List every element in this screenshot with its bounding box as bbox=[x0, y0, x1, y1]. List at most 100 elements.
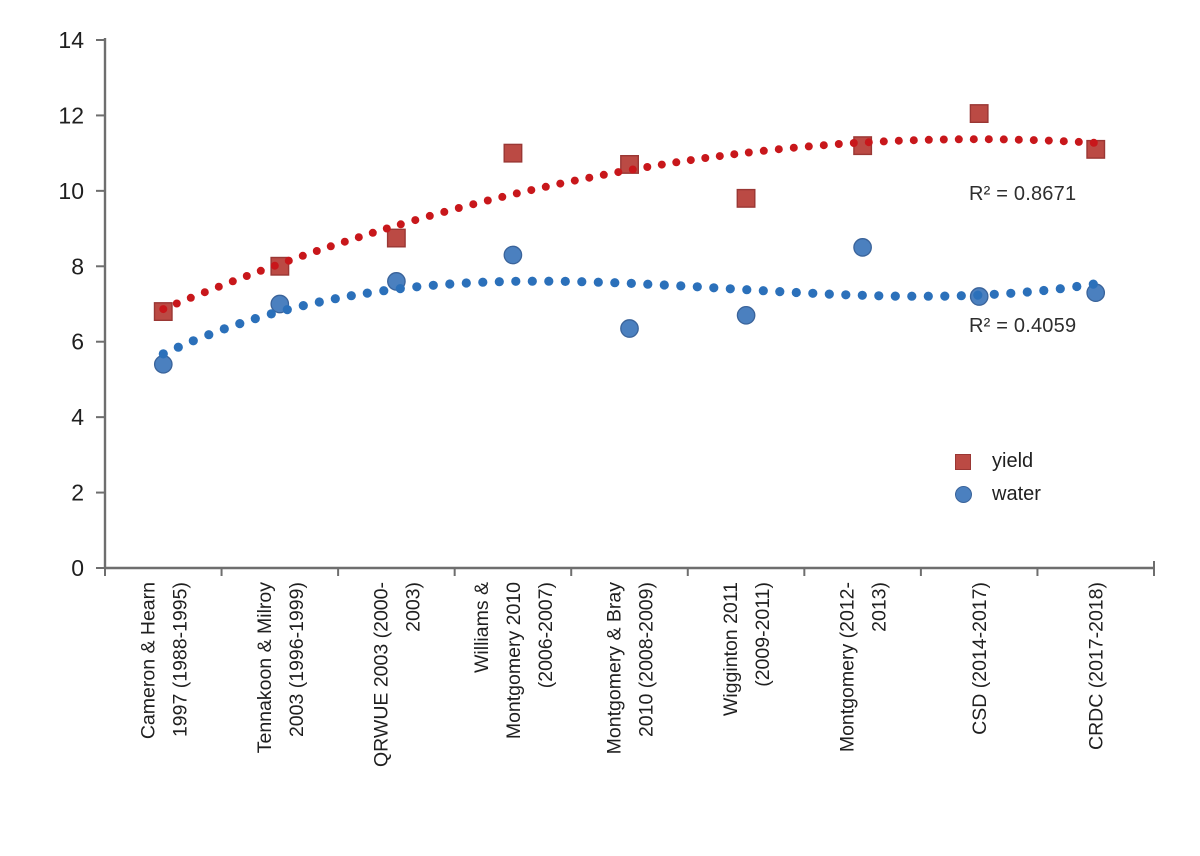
water-trend-dot bbox=[1006, 288, 1016, 298]
water-trend-dot bbox=[824, 289, 834, 299]
water-trend-dot bbox=[379, 286, 389, 296]
yield-trend-dot bbox=[1029, 136, 1038, 145]
yield-trend-dot bbox=[1044, 136, 1053, 145]
water-trend-dot bbox=[742, 285, 752, 295]
yield-trend-dot bbox=[744, 148, 753, 157]
x-category-label-line: 1997 (1988-1995) bbox=[169, 582, 191, 737]
legend: yield water bbox=[946, 445, 1041, 511]
y-tick-label: 0 bbox=[71, 555, 84, 581]
water-trend-dot bbox=[511, 276, 521, 286]
yield-trend-dot bbox=[686, 156, 695, 165]
water-trend-dot bbox=[775, 287, 785, 297]
yield-trend-dot bbox=[556, 179, 565, 188]
water-trend-dot bbox=[940, 291, 950, 301]
yield-trend-dot bbox=[512, 189, 521, 198]
water-trend-dot bbox=[610, 278, 620, 288]
yield-trend-dot bbox=[672, 158, 681, 167]
x-category-label-line: Wigginton 2011 bbox=[720, 582, 742, 716]
yield-trend-dot bbox=[354, 233, 363, 242]
yield-trend-dot bbox=[585, 173, 594, 182]
water-trend-dot bbox=[577, 277, 587, 287]
water-trend-dot bbox=[445, 279, 455, 289]
yield-trend-dot bbox=[643, 163, 652, 171]
yield-data-point bbox=[503, 143, 523, 163]
yield-trend-dot bbox=[483, 196, 492, 205]
yield-trend-dot bbox=[939, 135, 948, 144]
water-trend-dot bbox=[593, 277, 603, 287]
yield-square-marker-icon bbox=[955, 453, 971, 470]
water-trend-dot bbox=[282, 305, 292, 315]
water-trend-dot bbox=[298, 301, 308, 311]
water-trend-dot bbox=[758, 286, 768, 296]
yield-trend-dot bbox=[570, 176, 579, 185]
yield-trend-dot bbox=[759, 146, 768, 155]
yield-trend-dot bbox=[1089, 138, 1098, 147]
water-trend-dot bbox=[643, 279, 653, 289]
x-axis-category-labels: Cameron & Hearn 1997 (1988-1995) Tennakoon… bbox=[137, 582, 1107, 767]
yield-trend-dot bbox=[969, 135, 978, 144]
water-trend-dot bbox=[923, 291, 933, 301]
water-trend-dot bbox=[266, 309, 276, 319]
water-trend-dot bbox=[527, 276, 537, 286]
yield-trend-dot bbox=[228, 277, 237, 286]
yield-trend-dot bbox=[527, 186, 536, 195]
water-trend-dot bbox=[362, 288, 372, 298]
yield-trend-dot bbox=[256, 266, 265, 275]
water-circle-marker-icon bbox=[954, 486, 972, 503]
water-trend-dot bbox=[478, 277, 488, 287]
water-trend-dot bbox=[907, 291, 917, 301]
water-trend-dot bbox=[250, 314, 260, 324]
yield-trend-dot bbox=[715, 152, 724, 161]
y-tick-label: 2 bbox=[71, 480, 84, 506]
yield-trend-dot bbox=[909, 136, 918, 145]
yield-trend-dot bbox=[628, 165, 637, 174]
x-axis-ticks bbox=[104, 561, 1155, 576]
yield-trend-dot bbox=[614, 168, 623, 177]
water-trend-dot bbox=[725, 284, 735, 294]
water-trend-dot bbox=[1072, 281, 1082, 292]
yield-trend-dot bbox=[298, 251, 307, 260]
y-tick-label: 12 bbox=[58, 102, 84, 128]
water-trend-dot bbox=[874, 291, 884, 301]
water-trend-dot bbox=[494, 277, 504, 287]
water-trend-dot bbox=[544, 276, 554, 286]
yield-data-point bbox=[736, 188, 756, 208]
water-trend-dot bbox=[560, 276, 570, 286]
yield-trend-dot bbox=[469, 200, 478, 209]
yield-trend-dot bbox=[454, 204, 463, 212]
legend-swatch-cell bbox=[946, 453, 980, 470]
yield-trend-dot bbox=[789, 143, 798, 152]
yield-trend-dot bbox=[368, 228, 377, 237]
yield-trend-dot bbox=[701, 154, 710, 162]
water-trend-dot bbox=[841, 290, 851, 300]
yield-trend-dot bbox=[270, 261, 279, 270]
yield-trend-dot bbox=[242, 272, 251, 280]
water-trend-dot bbox=[158, 349, 168, 359]
water-trend-dot bbox=[808, 288, 818, 298]
x-category-label-line: 2003 (1996-1999) bbox=[286, 582, 308, 737]
legend-label-water: water bbox=[992, 483, 1041, 505]
water-trend-dot bbox=[188, 336, 198, 346]
water-data-point bbox=[853, 238, 872, 257]
yield-trend-dot bbox=[411, 216, 420, 225]
yield-trend-dot bbox=[879, 137, 888, 146]
y-tick-label: 14 bbox=[58, 27, 84, 53]
water-trend-dot bbox=[314, 297, 324, 307]
legend-item-yield: yield bbox=[946, 445, 1041, 478]
water-trend-dot bbox=[709, 283, 719, 293]
x-category-label-line: Tennakoon & Milroy bbox=[254, 582, 276, 754]
water-data-point bbox=[503, 245, 523, 265]
yield-trend-dot bbox=[804, 142, 813, 151]
x-category-label-line: 2013) bbox=[869, 582, 891, 632]
yield-trend-dot bbox=[599, 170, 608, 179]
r-squared-water-label: R² = 0.4059 bbox=[969, 315, 1077, 337]
yield-trend-dot bbox=[541, 182, 550, 191]
water-trend-dot bbox=[395, 284, 405, 294]
x-category-label-line: CRDC (2017-2018) bbox=[1086, 582, 1108, 750]
yield-trend-dot bbox=[954, 135, 963, 144]
yield-trend-dot bbox=[834, 140, 843, 148]
yield-trendline bbox=[159, 135, 1098, 314]
yield-trend-dot bbox=[730, 150, 739, 159]
yield-trend-dot bbox=[984, 135, 993, 144]
